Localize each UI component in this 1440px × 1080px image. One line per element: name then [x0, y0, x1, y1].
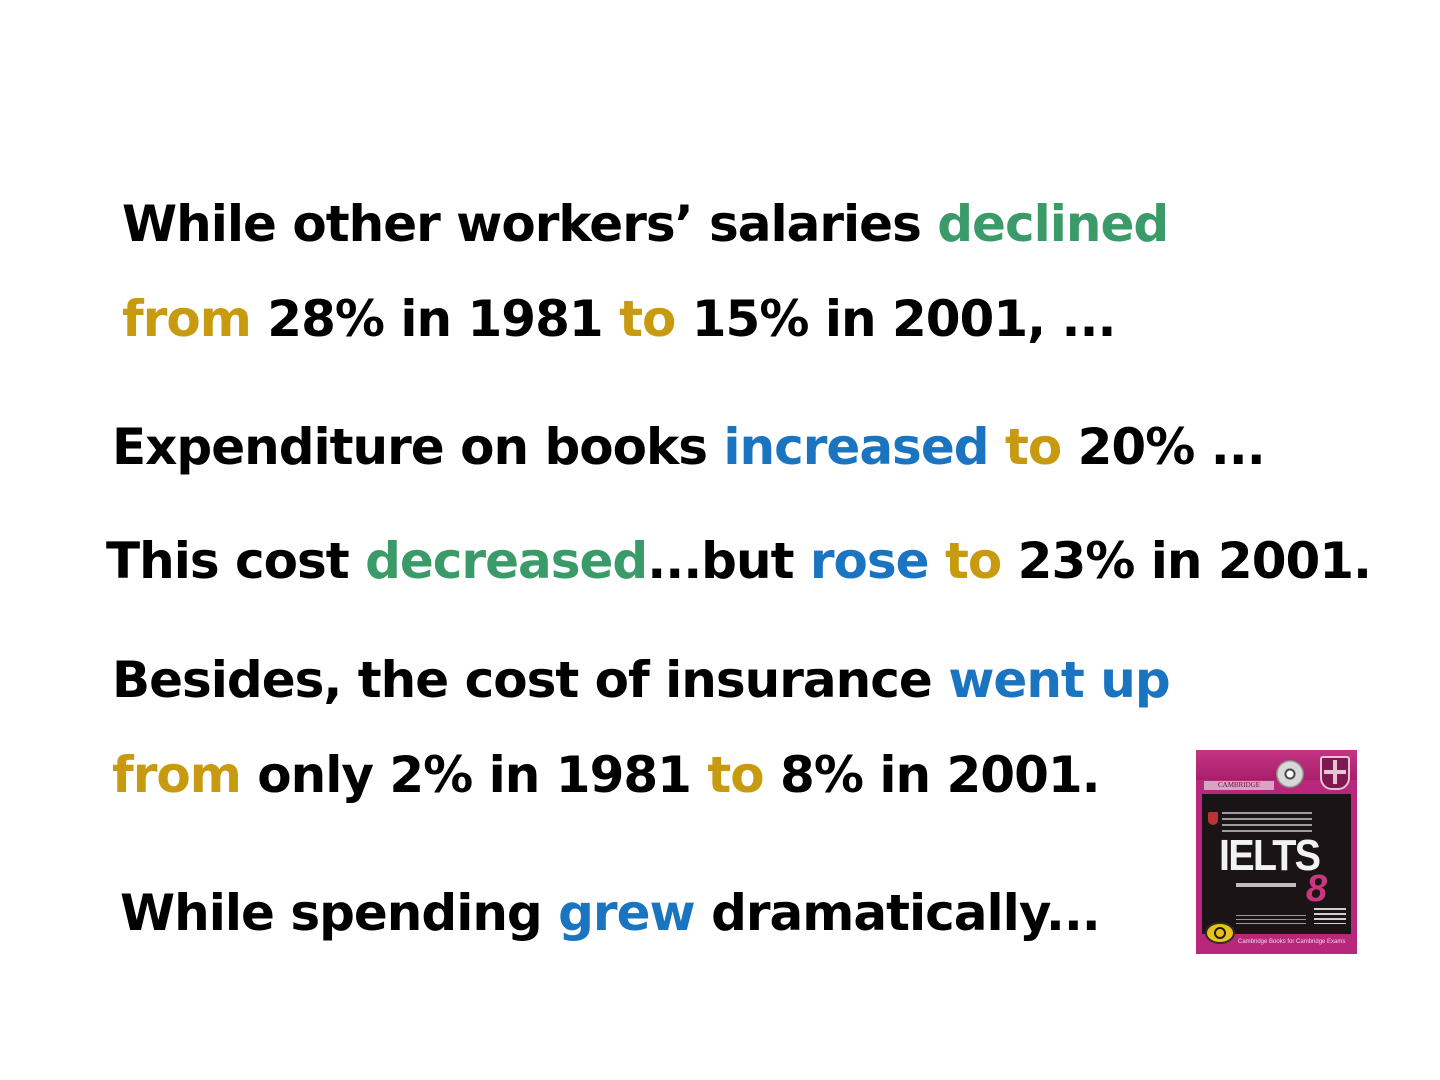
- keyword-to: to: [945, 532, 1002, 590]
- text-segment: While spending: [120, 884, 559, 942]
- text-segment: This cost: [106, 532, 366, 590]
- sentence-salaries-declined: While other workers’ salaries declined: [122, 199, 1169, 249]
- sentence-cost-decreased-rose: This cost decreased...but rose to 23% in…: [106, 536, 1372, 586]
- cover-chinese-text: [1314, 908, 1346, 924]
- sentence-from-2-to-8: from only 2% in 1981 to 8% in 2001.: [112, 750, 1101, 800]
- keyword-to: to: [707, 746, 764, 804]
- text-segment: Besides, the cost of insurance: [112, 651, 949, 709]
- text-segment: only 2% in 1981: [240, 746, 708, 804]
- text-segment: While other workers’ salaries: [122, 195, 938, 253]
- sentence-books-increased: Expenditure on books increased to 20% ..…: [112, 422, 1266, 472]
- text-segment: 23% in 2001.: [1001, 532, 1372, 590]
- text-segment: Expenditure on books: [112, 418, 724, 476]
- cover-brand-title: IELTS: [1219, 831, 1321, 880]
- publisher-logo-icon: [1205, 922, 1235, 944]
- seal-icon: [1208, 812, 1218, 825]
- text-segment: [929, 532, 945, 590]
- ielts-book-cover-image: CAMBRIDGE IELTS 8 Cambridge Books for Ca…: [1196, 750, 1357, 954]
- cover-subtitle: [1236, 883, 1296, 887]
- keyword-declined: declined: [937, 195, 1169, 253]
- keyword-increased: increased: [723, 418, 989, 476]
- keyword-from: from: [122, 290, 252, 348]
- university-crest-icon: [1320, 756, 1350, 790]
- keyword-went-up: went up: [948, 651, 1170, 709]
- cover-small-print: [1222, 812, 1312, 836]
- sentence-insurance-went-up: Besides, the cost of insurance went up: [112, 655, 1171, 705]
- keyword-to: to: [1004, 418, 1062, 476]
- keyword-decreased: decreased: [365, 532, 648, 590]
- cover-fine-print: [1236, 915, 1306, 925]
- cover-footer: Cambridge Books for Cambridge Exams: [1238, 939, 1346, 945]
- keyword-grew: grew: [558, 884, 696, 942]
- cd-disc-icon: [1276, 760, 1304, 788]
- text-segment: dramatically...: [694, 884, 1101, 942]
- keyword-rose: rose: [809, 532, 930, 590]
- cover-volume-number: 8: [1306, 868, 1328, 910]
- text-segment: 20% ...: [1061, 418, 1266, 476]
- text-segment: 15% in 2001, ...: [675, 290, 1117, 348]
- keyword-from: from: [112, 746, 242, 804]
- sentence-from-28-to-15: from 28% in 1981 to 15% in 2001, ...: [122, 294, 1117, 344]
- text-segment: [989, 418, 1005, 476]
- text-segment: ...but: [647, 532, 810, 590]
- text-segment: 28% in 1981: [250, 290, 620, 348]
- cover-publisher: CAMBRIDGE: [1204, 781, 1274, 790]
- sentence-spending-grew: While spending grew dramatically...: [120, 888, 1101, 938]
- keyword-to: to: [619, 290, 676, 348]
- text-segment: 8% in 2001.: [763, 746, 1101, 804]
